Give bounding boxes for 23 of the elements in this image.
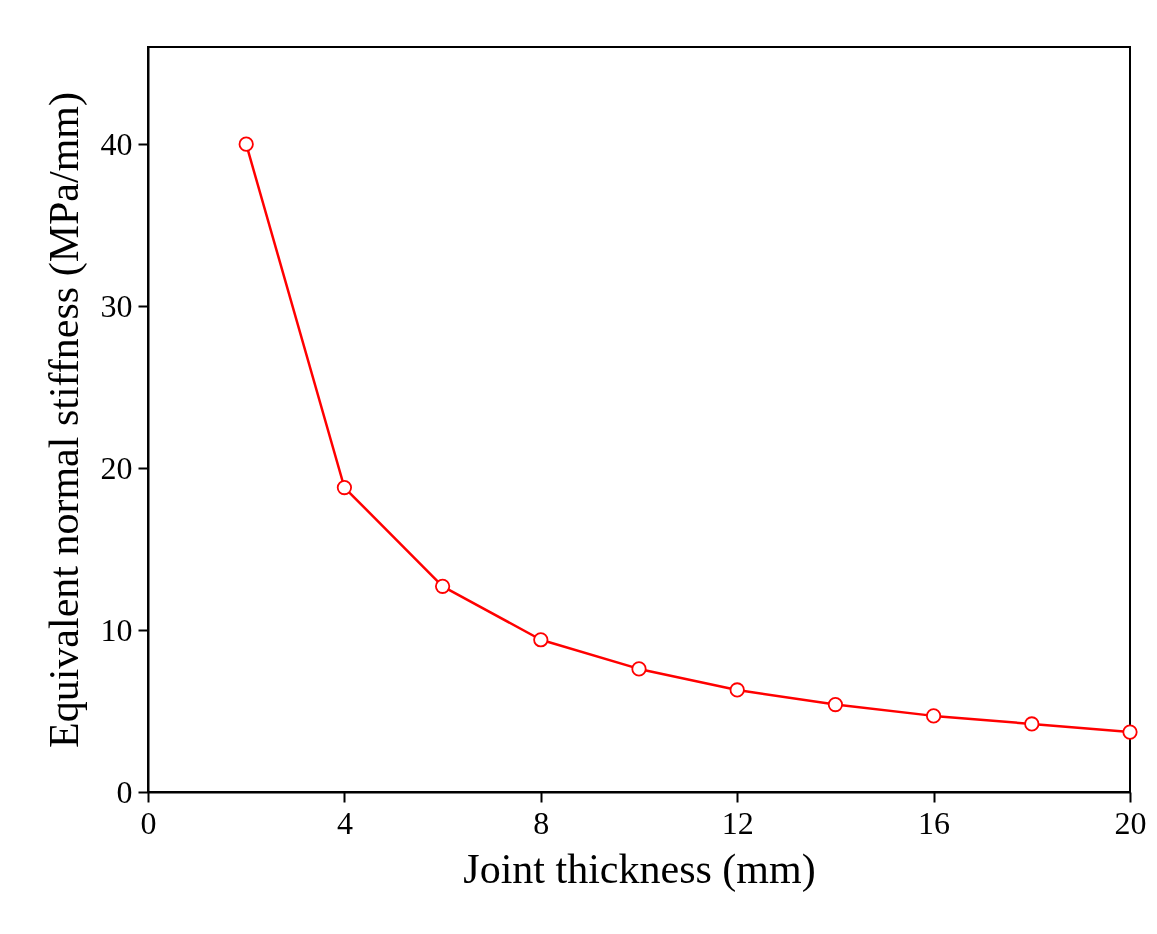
- y-tick-label: 40: [100, 125, 133, 162]
- point: [729, 682, 745, 698]
- x-tick-label: 12: [721, 804, 754, 841]
- point: [1024, 716, 1040, 732]
- x-tick-label: 16: [918, 804, 951, 841]
- point: [533, 632, 549, 648]
- x-tick-label: 20: [1114, 804, 1147, 841]
- point: [238, 136, 254, 152]
- y-tick-label: 10: [100, 611, 133, 648]
- y-tick-label: 20: [100, 449, 133, 486]
- point: [434, 578, 451, 594]
- x-axis-title: Joint thickness (mm): [463, 845, 816, 893]
- y-tick-label: 0: [116, 773, 133, 810]
- y-axis-title: Equivalent normal stiffness (MPa/mm): [40, 92, 88, 748]
- point: [1122, 724, 1138, 740]
- point: [827, 696, 844, 713]
- x-tick-label: 4: [336, 804, 353, 841]
- x-tick-label: 8: [533, 804, 550, 841]
- point: [336, 479, 353, 496]
- point: [925, 708, 942, 724]
- x-tick-label: 0: [140, 804, 157, 841]
- y-tick-label: 30: [100, 287, 133, 324]
- point: [631, 661, 647, 677]
